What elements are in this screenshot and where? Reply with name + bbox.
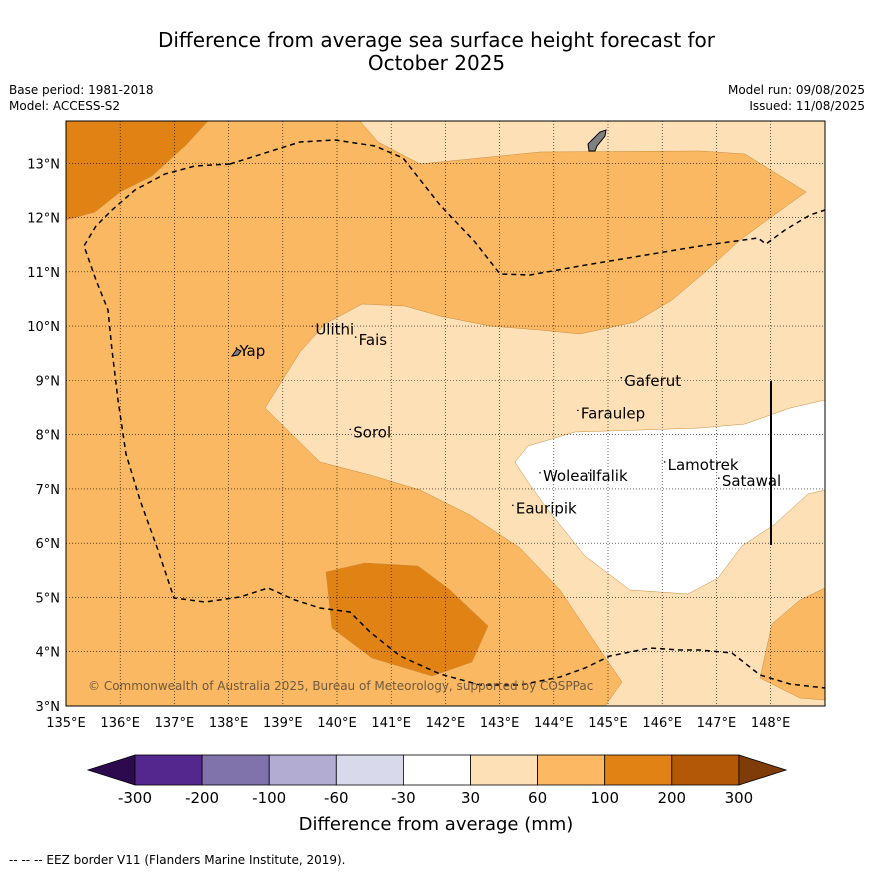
map-frame xyxy=(65,120,826,707)
contour-below-30 xyxy=(514,399,825,595)
atoll-marker xyxy=(311,325,314,328)
x-tick-label: 143°E xyxy=(480,716,520,731)
colorbar-swatch xyxy=(201,754,270,786)
place-labels: Yap Ulithi Fais Sorol Gaferut Faraulep WoleaiI… xyxy=(235,320,781,517)
x-tick-label: 144°E xyxy=(534,716,574,731)
map-title-line1: Difference from average sea surface heig… xyxy=(157,28,716,52)
colorbar-tick-label: -300 xyxy=(118,789,152,807)
colorbar-extend-low xyxy=(86,754,136,786)
contour-60-100-southeast xyxy=(759,587,825,701)
atoll-marker xyxy=(235,347,238,349)
colorbar-swatch xyxy=(604,754,673,786)
contour-100-200-northwest xyxy=(66,121,209,221)
copyright-notice: © Commonwealth of Australia 2025, Bureau… xyxy=(88,679,593,693)
colorbar-swatch xyxy=(134,754,203,786)
colorbar-swatch xyxy=(335,754,404,786)
contour-layer xyxy=(66,121,825,706)
x-tick-label: 141°E xyxy=(371,716,411,731)
atoll-marker xyxy=(354,336,357,338)
eez-footnote: -- -- -- EEZ border V11 (Flanders Marine… xyxy=(9,853,346,867)
x-tick-label: 148°E xyxy=(751,716,791,731)
atoll-marker xyxy=(718,477,720,480)
y-tick-label: 13°N xyxy=(27,157,60,172)
colorbar-extend-high xyxy=(738,754,788,786)
yap-island xyxy=(230,348,242,357)
y-tick-label: 6°N xyxy=(36,537,61,552)
colorbar xyxy=(86,754,788,786)
colorbar-tick-label: -30 xyxy=(391,789,416,807)
place-label: Ifalik xyxy=(592,467,628,485)
colorbar-tick-label: 200 xyxy=(657,789,686,807)
y-tick-label: 4°N xyxy=(36,646,61,661)
x-tick-label: 146°E xyxy=(642,716,682,731)
base-period-label: Base period: 1981-2018 xyxy=(9,83,154,97)
place-label: Eauripik xyxy=(516,499,577,517)
colorbar-swatch xyxy=(537,754,606,786)
atoll-marker xyxy=(349,428,352,431)
atoll-marker xyxy=(620,377,623,379)
atoll-marker xyxy=(587,471,590,474)
y-axis-ticks: 3°N 4°N 5°N 6°N 7°N 8°N 9°N 10°N 11°N 12°N 13°N xyxy=(27,157,60,715)
x-tick-label: 135°E xyxy=(46,716,86,731)
colorbar-label: Difference from average (mm) xyxy=(299,814,574,835)
x-tick-label: 140°E xyxy=(317,716,357,731)
place-label: Woleai xyxy=(543,467,593,485)
x-tick-label: 145°E xyxy=(588,716,628,731)
colorbar-tick-label: -200 xyxy=(185,789,219,807)
issued-label: Issued: 11/08/2025 xyxy=(749,99,865,113)
contour-60-100-north xyxy=(66,121,807,706)
place-label: Sorol xyxy=(353,423,391,441)
place-label: Satawal xyxy=(722,472,781,490)
place-label: Lamotrek xyxy=(668,456,739,474)
colorbar-tick-label: -60 xyxy=(324,789,349,807)
x-tick-label: 138°E xyxy=(209,716,249,731)
y-tick-label: 7°N xyxy=(36,483,61,498)
atoll-marker xyxy=(663,461,666,463)
colorbar-tick-label: 300 xyxy=(725,789,754,807)
map-title-line2: October 2025 xyxy=(367,51,506,75)
x-tick-label: 147°E xyxy=(697,716,737,731)
atoll-marker xyxy=(512,504,514,507)
model-run-label: Model run: 09/08/2025 xyxy=(727,83,865,97)
colorbar-swatch xyxy=(671,754,740,786)
y-tick-label: 5°N xyxy=(36,591,61,606)
colorbar-tick-label: -100 xyxy=(252,789,286,807)
place-label: Yap xyxy=(238,342,265,360)
colorbar-tick-label: 30 xyxy=(461,789,480,807)
y-tick-label: 12°N xyxy=(27,212,60,227)
place-label: Ulithi xyxy=(315,320,354,338)
y-tick-label: 9°N xyxy=(36,374,61,389)
x-tick-label: 139°E xyxy=(263,716,303,731)
x-tick-label: 136°E xyxy=(100,716,140,731)
y-tick-label: 3°N xyxy=(36,700,61,715)
place-label: Gaferut xyxy=(624,372,681,390)
x-axis-ticks: 135°E 136°E 137°E 138°E 139°E 140°E 141°E 142°E… xyxy=(46,716,790,731)
model-label: Model: ACCESS-S2 xyxy=(9,99,121,113)
colorbar-swatch xyxy=(402,754,471,786)
colorbar-tick-labels: -300 -200 -100 -60 -30 30 60 100 200 300 xyxy=(118,789,753,807)
y-tick-label: 10°N xyxy=(27,320,60,335)
atoll-marker xyxy=(539,471,541,474)
y-tick-label: 11°N xyxy=(27,266,60,281)
colorbar-tick-label: 100 xyxy=(590,789,619,807)
place-label: Faraulep xyxy=(581,404,645,422)
place-label: Fais xyxy=(359,331,388,349)
x-tick-label: 137°E xyxy=(155,716,195,731)
contour-100-200-south xyxy=(325,562,489,677)
y-tick-label: 8°N xyxy=(36,429,61,444)
eez-border-west xyxy=(83,139,826,689)
colorbar-swatch xyxy=(268,754,337,786)
colorbar-swatch xyxy=(470,754,538,786)
atoll-marker xyxy=(577,409,579,412)
colorbar-tick-label: 60 xyxy=(528,789,547,807)
x-tick-label: 142°E xyxy=(426,716,466,731)
guam-island xyxy=(587,129,607,152)
